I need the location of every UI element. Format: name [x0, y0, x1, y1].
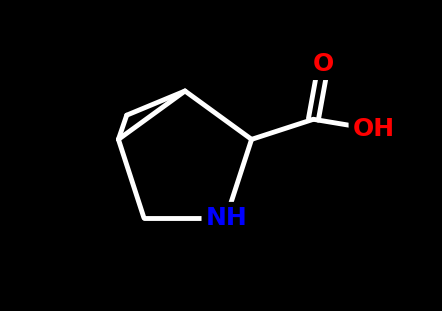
Text: OH: OH [352, 117, 394, 141]
Text: O: O [313, 52, 334, 76]
Text: NH: NH [205, 206, 247, 230]
